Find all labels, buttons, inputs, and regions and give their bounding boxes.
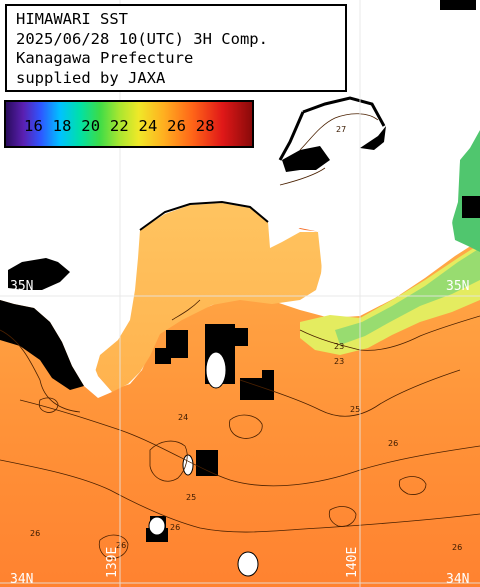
contour-label: 26 (30, 529, 40, 538)
legend-label: 28 (195, 117, 215, 135)
lon-label-139e: 139E (105, 547, 120, 578)
sst-color-legend: 16 18 20 22 24 26 28 (4, 100, 254, 148)
contour-label: 24 (178, 413, 188, 422)
contour-label: 23 (334, 357, 344, 366)
map-region: Kanagawa Prefecture (16, 49, 194, 67)
contour-label: 23 (334, 342, 344, 351)
legend-label: 16 (24, 117, 44, 135)
contour-label: 26 (116, 541, 126, 550)
legend-labels: 16 18 20 22 24 26 28 (24, 117, 215, 135)
lat-label-34n-left: 34N (10, 572, 33, 587)
map-info-box: HIMAWARI SST 2025/06/28 10(UTC) 3H Comp.… (5, 4, 347, 92)
lat-label-35n-right: 35N (446, 279, 469, 294)
legend-label: 26 (167, 117, 187, 135)
contour-label: 27 (336, 125, 346, 134)
sst-contours (0, 113, 480, 559)
contour-label: 26 (452, 543, 462, 552)
coastline-sagami (139, 200, 269, 231)
coastline-tokyo (278, 96, 386, 161)
map-title: HIMAWARI SST (16, 10, 128, 28)
legend-label: 18 (52, 117, 72, 135)
map-datetime: 2025/06/28 10(UTC) 3H Comp. (16, 29, 268, 48)
contour-label-group: 27 23 23 24 25 26 26 26 26 25 26 (30, 125, 462, 552)
lat-label-35n-left: 35N (10, 279, 33, 294)
contour-label: 26 (170, 523, 180, 532)
contour-label: 26 (388, 439, 398, 448)
island-group (148, 351, 259, 577)
legend-label: 20 (81, 117, 101, 135)
lon-label-140e: 140E (345, 547, 360, 578)
legend-label: 22 (109, 117, 129, 135)
lat-label-34n-right: 34N (446, 572, 469, 587)
map-credit: supplied by JAXA (16, 68, 166, 87)
legend-label: 24 (138, 117, 158, 135)
chiba-coast-green-sst (335, 248, 480, 345)
contour-label: 25 (186, 493, 196, 502)
sagami-bay-sst (95, 203, 322, 392)
contour-label: 25 (350, 405, 360, 414)
northeast-green-sst (452, 130, 480, 252)
